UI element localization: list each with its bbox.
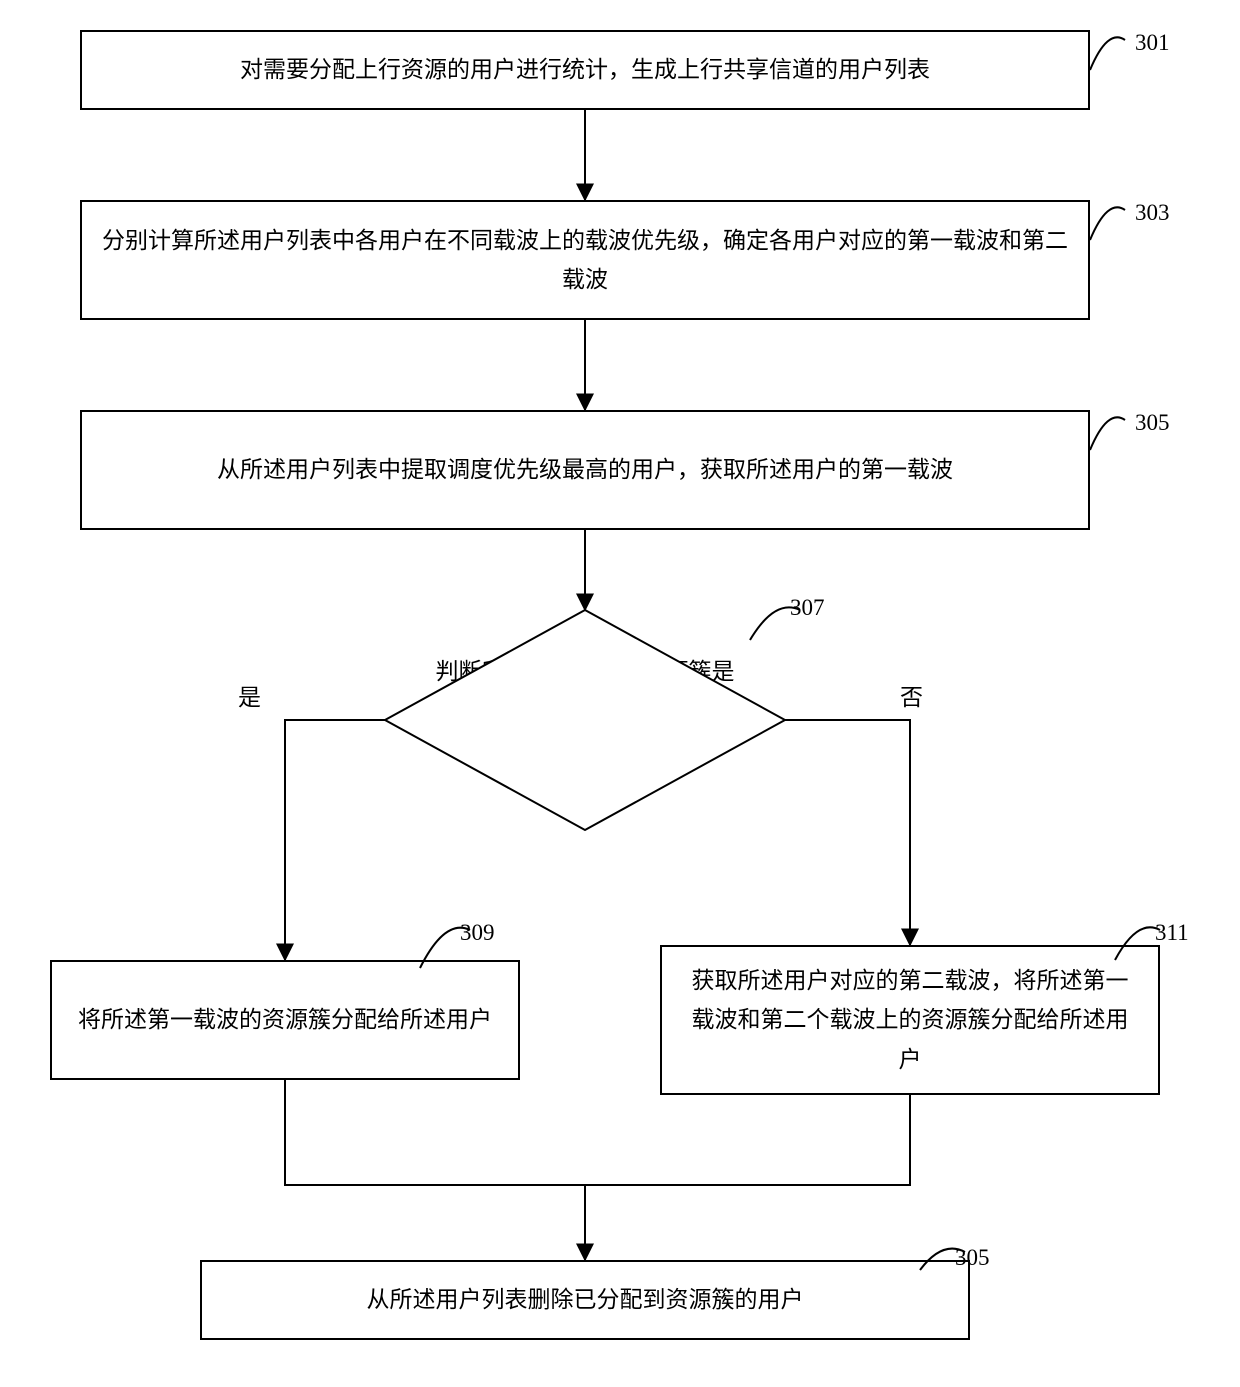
step-num-311: 311 <box>1155 920 1189 946</box>
node-303: 分别计算所述用户列表中各用户在不同载波上的载波优先级，确定各用户对应的第一载波和… <box>80 200 1090 320</box>
node-305a: 从所述用户列表中提取调度优先级最高的用户，获取所述用户的第一载波 <box>80 410 1090 530</box>
node-301-text: 对需要分配上行资源的用户进行统计，生成上行共享信道的用户列表 <box>240 50 930 89</box>
node-309-text: 将所述第一载波的资源簇分配给所述用户 <box>78 1000 492 1039</box>
node-305a-text: 从所述用户列表中提取调度优先级最高的用户，获取所述用户的第一载波 <box>217 450 953 489</box>
node-305b: 从所述用户列表删除已分配到资源簇的用户 <box>200 1260 970 1340</box>
node-311: 获取所述用户对应的第二载波，将所述第一载波和第二个载波上的资源簇分配给所述用户 <box>660 945 1160 1095</box>
branch-no-label: 否 <box>900 678 923 712</box>
step-num-303: 303 <box>1135 200 1170 226</box>
node-309: 将所述第一载波的资源簇分配给所述用户 <box>50 960 520 1080</box>
node-307-text: 判断所述第一载波的资源簇是否能承载所述用户的待传输资源 <box>430 655 740 759</box>
node-305b-text: 从所述用户列表删除已分配到资源簇的用户 <box>367 1280 804 1319</box>
step-num-305b: 305 <box>955 1245 990 1271</box>
branch-yes-label: 是 <box>238 678 261 712</box>
step-num-307: 307 <box>790 595 825 621</box>
flowchart-canvas: 对需要分配上行资源的用户进行统计，生成上行共享信道的用户列表 分别计算所述用户列… <box>0 0 1240 1387</box>
node-303-text: 分别计算所述用户列表中各用户在不同载波上的载波优先级，确定各用户对应的第一载波和… <box>102 221 1068 299</box>
step-num-305a: 305 <box>1135 410 1170 436</box>
step-num-301: 301 <box>1135 30 1170 56</box>
node-301: 对需要分配上行资源的用户进行统计，生成上行共享信道的用户列表 <box>80 30 1090 110</box>
step-num-309: 309 <box>460 920 495 946</box>
node-311-text: 获取所述用户对应的第二载波，将所述第一载波和第二个载波上的资源簇分配给所述用户 <box>682 961 1138 1078</box>
